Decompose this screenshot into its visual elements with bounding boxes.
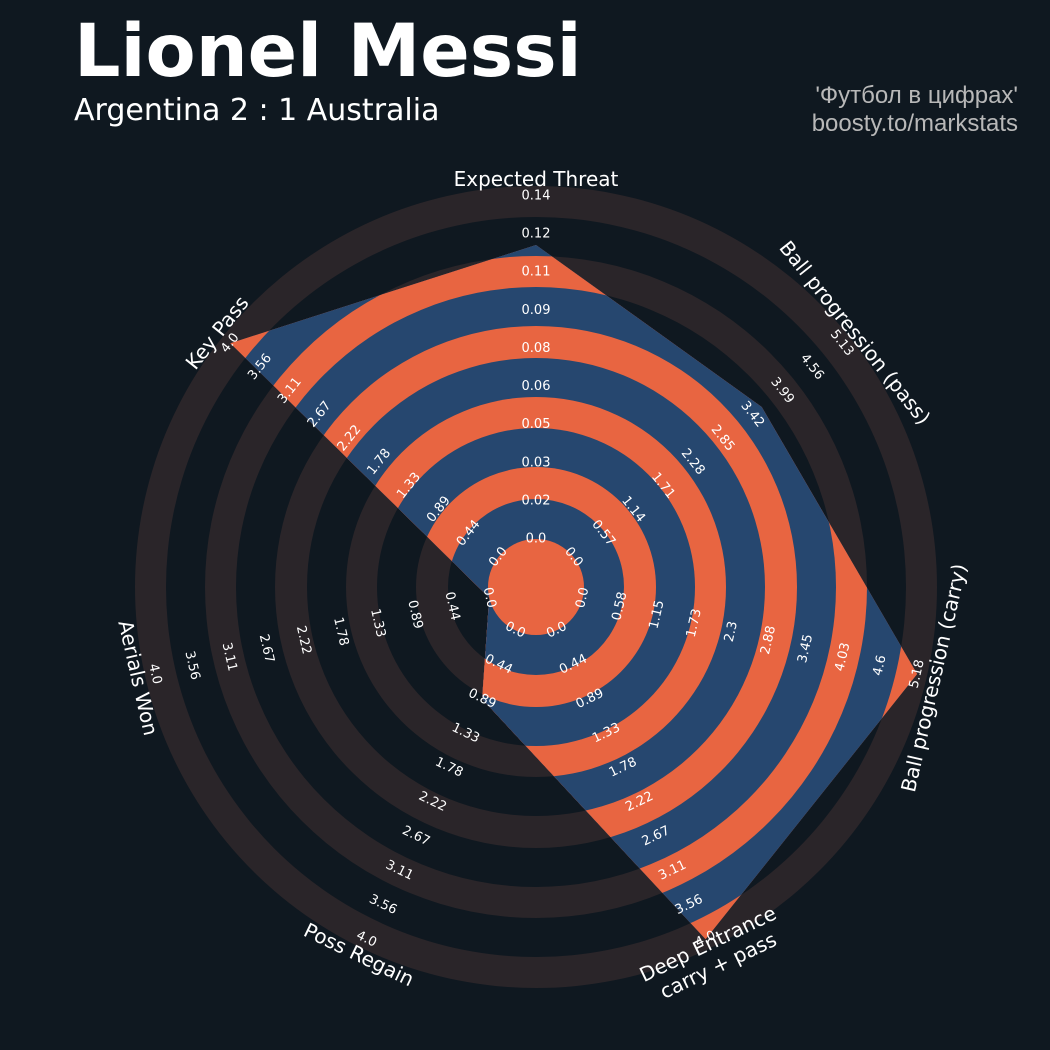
axis-tick-label: 2.88 bbox=[758, 624, 779, 656]
axis-tick-label: 1.73 bbox=[684, 607, 705, 639]
axis-tick-label: 4.03 bbox=[832, 641, 853, 673]
axis-tick-label: 0.0 bbox=[526, 532, 547, 547]
axis-tick-label: 3.11 bbox=[219, 641, 240, 673]
credit-line-1: 'Футбол в цифрах' bbox=[815, 82, 1018, 109]
axis-tick-label: 0.08 bbox=[522, 341, 551, 356]
axis-tick-label: 0.14 bbox=[522, 189, 551, 204]
axis-tick-label: 0.02 bbox=[522, 493, 551, 508]
axis-tick-label: 0.89 bbox=[404, 599, 425, 631]
axis-tick-label: 0.11 bbox=[522, 265, 551, 280]
credit-line-2: boosty.to/markstats bbox=[811, 110, 1018, 137]
match-subtitle: Argentina 2 : 1 Australia bbox=[74, 93, 440, 128]
axis-tick-label: 3.45 bbox=[795, 633, 816, 665]
axis-tick-label: 0.44 bbox=[441, 590, 462, 622]
axis-tick-label: 5.18 bbox=[907, 658, 928, 690]
axis-tick-label: 4.0 bbox=[145, 662, 164, 686]
axis-tick-label: 0.0 bbox=[480, 586, 499, 610]
axis-tick-label: 1.78 bbox=[330, 616, 351, 648]
axis-tick-label: 0.12 bbox=[522, 227, 551, 242]
axis-tick-label: 2.22 bbox=[293, 624, 314, 656]
axis-tick-label: 1.15 bbox=[647, 599, 668, 631]
axis-tick-label: 0.58 bbox=[609, 590, 630, 622]
axis-tick-label: 0.03 bbox=[522, 455, 551, 470]
parameter-label: Expected Threat bbox=[454, 167, 619, 191]
axis-tick-label: 1.33 bbox=[367, 607, 388, 639]
axis-tick-label: 0.0 bbox=[573, 586, 592, 610]
axis-tick-label: 2.3 bbox=[722, 620, 741, 644]
axis-tick-label: 0.05 bbox=[522, 417, 551, 432]
axis-tick-label: 4.6 bbox=[870, 654, 889, 678]
axis-tick-label: 3.56 bbox=[181, 650, 202, 682]
player-name-title: Lionel Messi bbox=[74, 9, 582, 94]
axis-tick-label: 0.09 bbox=[522, 303, 551, 318]
axis-tick-label: 0.06 bbox=[522, 379, 551, 394]
player-ring bbox=[488, 539, 584, 635]
axis-tick-label: 2.67 bbox=[256, 633, 277, 665]
parameter-label-line: Expected Threat bbox=[454, 167, 619, 191]
